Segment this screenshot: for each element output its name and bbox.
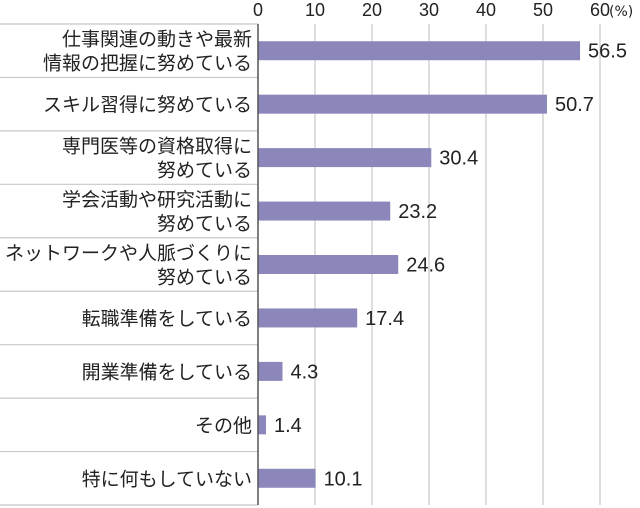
category-label: 専門医等の資格取得に bbox=[62, 136, 252, 158]
x-tick-label: 0 bbox=[253, 0, 263, 20]
category-label: 特に何もしていない bbox=[82, 468, 252, 490]
bar bbox=[258, 41, 581, 61]
x-tick-label: 30 bbox=[419, 0, 439, 20]
bar bbox=[258, 201, 391, 221]
bar-value-label: 30.4 bbox=[439, 148, 478, 170]
bar bbox=[258, 148, 432, 168]
bar-value-label: 4.3 bbox=[291, 361, 319, 383]
bar-value-label: 23.2 bbox=[398, 201, 437, 223]
bar bbox=[258, 361, 283, 381]
bar-value-label: 10.1 bbox=[324, 468, 363, 490]
x-axis-unit-label: (%) bbox=[609, 4, 633, 20]
bar-value-label: 24.6 bbox=[406, 255, 445, 277]
bar-value-label: 17.4 bbox=[365, 308, 404, 330]
bar bbox=[258, 415, 266, 435]
bar-value-label: 50.7 bbox=[555, 94, 594, 116]
x-tick-label: 40 bbox=[476, 0, 496, 20]
category-label: 開業準備をしている bbox=[82, 361, 252, 383]
x-tick-label: 10 bbox=[305, 0, 325, 20]
bar bbox=[258, 308, 358, 328]
category-label: 学会活動や研究活動に bbox=[62, 189, 252, 211]
bar bbox=[258, 468, 316, 488]
category-label: 転職準備をしている bbox=[82, 308, 252, 330]
bar-value-label: 56.5 bbox=[588, 41, 627, 63]
bar-value-label: 1.4 bbox=[274, 415, 302, 437]
x-tick-label: 20 bbox=[362, 0, 382, 20]
category-label: ネットワークや人脈づくりに bbox=[5, 243, 252, 265]
category-label: 努めている bbox=[157, 160, 252, 182]
category-label: 情報の把握に努めている bbox=[43, 53, 252, 75]
category-label: 努めている bbox=[157, 213, 252, 235]
category-label: その他 bbox=[195, 415, 252, 437]
category-label: 仕事関連の動きや最新 bbox=[62, 29, 252, 51]
category-label: 努めている bbox=[157, 267, 252, 289]
x-tick-label: 50 bbox=[533, 0, 553, 20]
x-tick-label: 60 bbox=[590, 0, 610, 20]
category-label: スキル習得に努めている bbox=[43, 94, 252, 116]
bar bbox=[258, 94, 547, 114]
bar bbox=[258, 255, 399, 274]
